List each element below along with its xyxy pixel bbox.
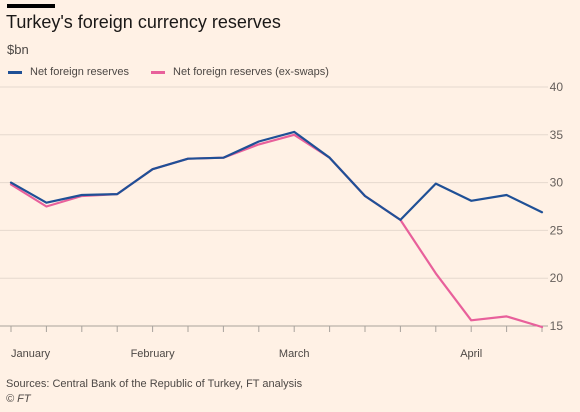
legend: Net foreign reserves Net foreign reserve… bbox=[8, 66, 351, 78]
y-tick-label: 25 bbox=[550, 223, 564, 237]
x-axis: January February March April bbox=[10, 326, 543, 360]
y-tick-label: 20 bbox=[550, 271, 564, 285]
source-note: Sources: Central Bank of the Republic of… bbox=[6, 378, 303, 390]
series-line-net-reserves bbox=[9, 130, 544, 221]
series-lines bbox=[9, 130, 544, 329]
legend-item-net-reserves: Net foreign reserves bbox=[8, 66, 129, 78]
chart-title: Turkey's foreign currency reserves bbox=[6, 12, 281, 32]
legend-label-ex-swaps: Net foreign reserves (ex-swaps) bbox=[173, 66, 329, 78]
y-tick-label: 35 bbox=[550, 128, 564, 142]
x-tick-label-january: January bbox=[11, 348, 51, 360]
x-tick-label-march: March bbox=[279, 348, 310, 360]
unit-label: $bn bbox=[7, 42, 29, 57]
legend-swatch-ex-swaps bbox=[151, 70, 166, 74]
y-tick-label: 15 bbox=[550, 319, 564, 333]
x-tick-label-february: February bbox=[131, 348, 176, 360]
legend-swatch-net-reserves bbox=[8, 70, 22, 74]
gridlines: 15 20 25 30 35 40 bbox=[0, 80, 563, 333]
legend-item-ex-swaps: Net foreign reserves (ex-swaps) bbox=[151, 66, 329, 78]
y-tick-label: 30 bbox=[550, 176, 564, 190]
y-tick-label: 40 bbox=[550, 80, 564, 94]
credit: © FT bbox=[6, 393, 31, 405]
footer: Sources: Central Bank of the Republic of… bbox=[6, 377, 302, 407]
x-tick-label-april: April bbox=[460, 348, 482, 360]
legend-label-net-reserves: Net foreign reserves bbox=[30, 66, 130, 78]
top-accent-bar bbox=[7, 4, 55, 8]
